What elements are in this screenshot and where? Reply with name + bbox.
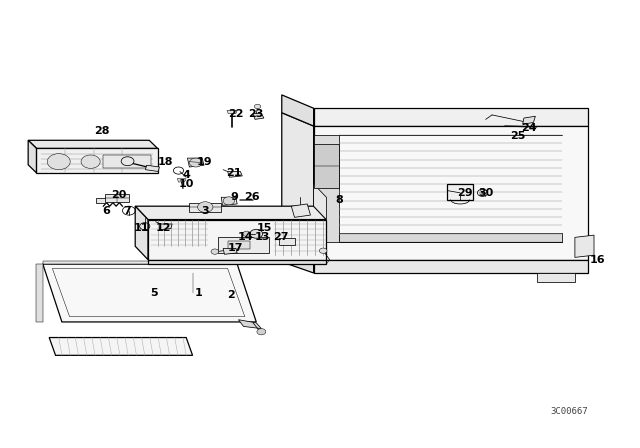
Polygon shape xyxy=(314,144,339,188)
Circle shape xyxy=(250,229,262,238)
Polygon shape xyxy=(523,116,536,124)
Polygon shape xyxy=(49,337,193,355)
Text: 16: 16 xyxy=(589,254,605,265)
Text: 23: 23 xyxy=(248,108,264,119)
Polygon shape xyxy=(145,165,159,172)
Polygon shape xyxy=(314,184,326,220)
Text: 21: 21 xyxy=(226,168,242,178)
Text: 1: 1 xyxy=(195,288,203,298)
Polygon shape xyxy=(314,126,588,260)
Circle shape xyxy=(243,231,250,237)
Text: 15: 15 xyxy=(257,224,272,233)
Polygon shape xyxy=(282,113,314,260)
Circle shape xyxy=(223,197,235,205)
Polygon shape xyxy=(239,320,261,329)
Text: 14: 14 xyxy=(237,233,253,242)
Text: 11: 11 xyxy=(134,224,149,233)
Polygon shape xyxy=(278,238,294,246)
Polygon shape xyxy=(148,260,326,264)
Polygon shape xyxy=(228,241,250,249)
Text: 27: 27 xyxy=(273,233,288,242)
Text: 3C00667: 3C00667 xyxy=(550,407,588,416)
Circle shape xyxy=(211,249,219,254)
Polygon shape xyxy=(96,198,106,202)
Polygon shape xyxy=(221,197,237,205)
Polygon shape xyxy=(148,220,326,260)
Polygon shape xyxy=(218,237,269,253)
Text: 24: 24 xyxy=(521,123,537,133)
Polygon shape xyxy=(575,235,594,258)
Polygon shape xyxy=(28,140,36,173)
Polygon shape xyxy=(135,206,326,220)
Text: 6: 6 xyxy=(102,206,111,215)
Polygon shape xyxy=(314,135,339,242)
Polygon shape xyxy=(228,172,243,177)
Polygon shape xyxy=(36,148,157,173)
Polygon shape xyxy=(314,108,588,126)
Text: 26: 26 xyxy=(244,192,260,202)
Text: 5: 5 xyxy=(150,288,158,298)
Circle shape xyxy=(81,155,100,168)
Polygon shape xyxy=(36,264,43,322)
Polygon shape xyxy=(227,111,237,114)
Circle shape xyxy=(47,154,70,170)
Text: 10: 10 xyxy=(179,179,194,189)
Text: 12: 12 xyxy=(156,224,172,233)
Text: 20: 20 xyxy=(111,190,127,200)
Text: 9: 9 xyxy=(230,192,238,202)
Circle shape xyxy=(257,329,266,335)
Circle shape xyxy=(254,104,260,109)
Text: 2: 2 xyxy=(227,290,235,300)
Text: 22: 22 xyxy=(228,108,244,119)
Text: 28: 28 xyxy=(94,125,110,135)
Polygon shape xyxy=(447,184,473,199)
Text: 19: 19 xyxy=(196,157,212,167)
Polygon shape xyxy=(177,179,186,182)
Circle shape xyxy=(319,248,327,254)
Polygon shape xyxy=(339,233,562,242)
Polygon shape xyxy=(282,246,314,273)
Text: 25: 25 xyxy=(510,131,525,141)
Text: 18: 18 xyxy=(158,157,173,167)
Polygon shape xyxy=(103,155,151,168)
Polygon shape xyxy=(159,224,172,230)
Text: 8: 8 xyxy=(335,194,343,205)
Polygon shape xyxy=(28,140,157,148)
Polygon shape xyxy=(282,95,314,126)
Polygon shape xyxy=(104,194,129,202)
Polygon shape xyxy=(189,202,221,211)
Polygon shape xyxy=(43,264,256,322)
Polygon shape xyxy=(537,273,575,282)
Text: 4: 4 xyxy=(182,170,190,180)
Polygon shape xyxy=(314,260,588,273)
Text: 17: 17 xyxy=(228,243,244,254)
Text: 29: 29 xyxy=(458,188,473,198)
Text: 30: 30 xyxy=(478,188,493,198)
Polygon shape xyxy=(43,260,237,264)
Circle shape xyxy=(121,157,134,166)
Text: 3: 3 xyxy=(202,206,209,215)
Polygon shape xyxy=(135,206,148,260)
Circle shape xyxy=(198,202,213,212)
Polygon shape xyxy=(291,204,310,217)
Polygon shape xyxy=(253,114,264,119)
Polygon shape xyxy=(188,158,204,167)
Circle shape xyxy=(189,158,202,167)
Text: 13: 13 xyxy=(255,233,270,242)
Polygon shape xyxy=(223,249,237,254)
Text: 7: 7 xyxy=(124,206,131,215)
